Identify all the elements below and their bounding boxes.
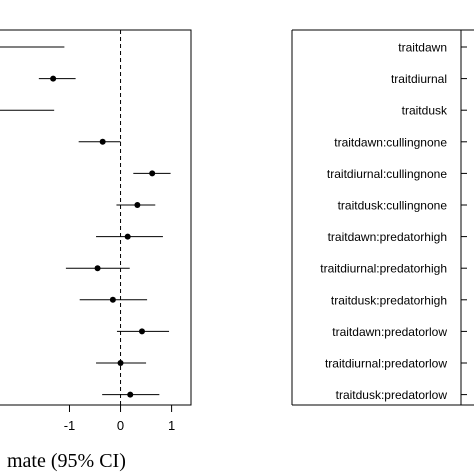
estimate-point-9 bbox=[109, 296, 116, 303]
term-label: traitdusk bbox=[402, 104, 448, 118]
left-plot-frame bbox=[0, 29, 192, 406]
x-axis-ticks: -1 0 1 bbox=[64, 405, 175, 433]
estimate-point-10 bbox=[138, 328, 145, 335]
term-label: traitdusk:predatorhigh bbox=[331, 293, 447, 307]
term-label: traitdiurnal:predatorhigh bbox=[320, 262, 447, 276]
left-plot-panel: -1 0 1 mate (95% CI) bbox=[0, 29, 192, 472]
estimate-point-4 bbox=[99, 138, 106, 145]
term-label: traitdiurnal bbox=[391, 72, 447, 86]
estimate-point-2 bbox=[50, 75, 57, 82]
term-label: traitdawn:cullingnone bbox=[334, 135, 447, 149]
term-label: traitdawn:predatorlow bbox=[332, 325, 447, 339]
term-label: traitdusk:cullingnone bbox=[338, 199, 448, 213]
x-tick-label: -1 bbox=[64, 418, 76, 433]
x-axis-label: mate (95% CI) bbox=[7, 450, 126, 472]
x-tick-label: 1 bbox=[168, 418, 175, 433]
x-tick-label: 0 bbox=[117, 418, 124, 433]
term-label: traitdiurnal:cullingnone bbox=[327, 167, 447, 181]
term-label: traitdusk:predatorlow bbox=[336, 388, 448, 402]
estimate-point-7 bbox=[124, 233, 131, 240]
term-label: traitdawn:predatorhigh bbox=[328, 230, 447, 244]
estimate-point-6 bbox=[134, 202, 141, 208]
estimate-point-8 bbox=[94, 265, 101, 272]
term-label: traitdiurnal:predatorlow bbox=[325, 357, 447, 371]
term-label: traitdawn bbox=[398, 41, 447, 55]
estimate-point-11 bbox=[117, 360, 124, 366]
estimate-point-5 bbox=[149, 170, 156, 177]
term-labels: traitdawn traitdiurnal traitdusk traitdawn:… bbox=[320, 41, 467, 402]
confidence-intervals bbox=[0, 46, 171, 398]
estimate-point-12 bbox=[127, 391, 134, 398]
right-label-panel: traitdawn traitdiurnal traitdusk traitdawn:… bbox=[291, 29, 474, 406]
